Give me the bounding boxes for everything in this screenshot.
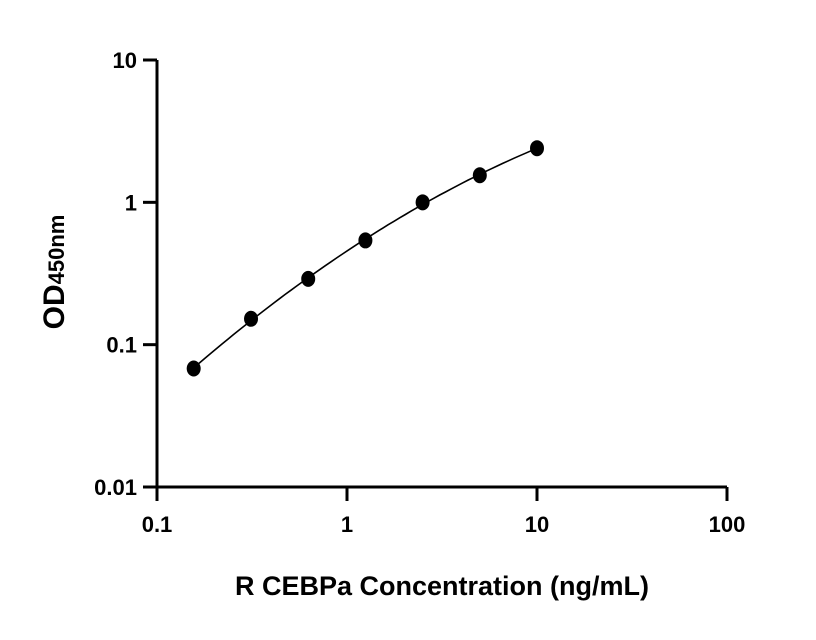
x-tick-label: 0.1 — [142, 512, 173, 537]
x-tick-label: 1 — [341, 512, 353, 537]
y-axis-label: OD450nm — [38, 215, 71, 330]
y-tick-label: 0.1 — [106, 333, 137, 358]
data-point — [358, 232, 373, 249]
x-tick-label: 10 — [525, 512, 549, 537]
y-tick-label: 1 — [125, 190, 137, 215]
y-tick-label: 0.01 — [94, 475, 137, 500]
data-point — [244, 310, 259, 327]
y-axis-label-main: OD — [38, 284, 71, 329]
fit-curve — [193, 147, 538, 369]
data-point — [530, 140, 544, 157]
data-point — [472, 167, 487, 184]
data-point — [301, 270, 316, 287]
y-axis-label-sub: 450nm — [44, 215, 69, 285]
y-tick-label: 10 — [113, 48, 137, 73]
x-axis-label: R CEBPa Concentration (ng/mL) — [235, 571, 649, 601]
data-points — [186, 140, 544, 377]
data-point — [186, 360, 201, 377]
data-point — [415, 194, 430, 211]
x-tick-label: 100 — [709, 512, 746, 537]
